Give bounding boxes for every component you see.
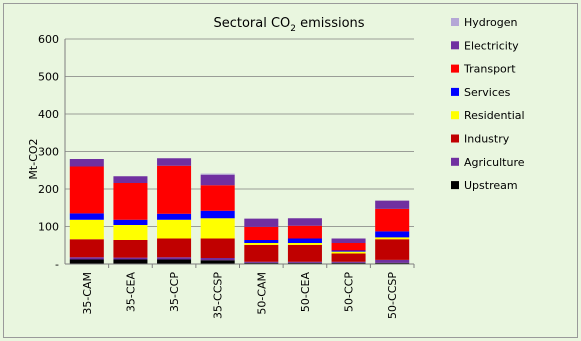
x-tick-labels: 35-CAM 35-CEA 35-CCP 35-CCSP 50-CAM 50-CEA 50-… xyxy=(81,272,399,319)
bar-residential-35-ccp xyxy=(157,219,192,239)
bar-residential-35-cam xyxy=(69,219,104,240)
bar-upstream-35-cea xyxy=(113,259,148,264)
legend-label-industry: Industry xyxy=(464,133,510,146)
bar-industry-35-cam xyxy=(69,239,104,258)
bar-upstream-50-cam xyxy=(244,262,279,264)
y-tick-label: - xyxy=(55,258,59,271)
bar-services-35-cea xyxy=(113,219,148,225)
bar-residential-35-ccsp xyxy=(200,218,235,239)
legend-label-electricity: Electricity xyxy=(464,39,519,52)
bar-services-35-ccp xyxy=(157,213,192,220)
x-tick-label: 35-CCP xyxy=(168,272,181,312)
bar-residential-50-cea xyxy=(287,243,322,245)
legend-label-upstream: Upstream xyxy=(464,179,518,192)
bar-agriculture-35-cam xyxy=(69,257,104,260)
bar-industry-35-cea xyxy=(113,240,148,258)
bar-upstream-35-ccp xyxy=(157,259,192,264)
legend-swatch-industry xyxy=(451,134,459,143)
bar-industry-50-ccsp xyxy=(375,239,410,260)
sectoral-emissions-chart: Sectoral CO2 emissions Mt-CO2 - 100 200 300… xyxy=(27,16,525,319)
bar-services-50-ccp xyxy=(331,250,366,252)
bar-agriculture-35-cea xyxy=(113,257,148,260)
bar-agriculture-35-ccsp xyxy=(200,258,235,261)
y-tick-label: 200 xyxy=(38,183,59,196)
bar-upstream-50-ccsp xyxy=(375,262,410,264)
bar-industry-35-ccp xyxy=(157,238,192,258)
bar-transport-50-ccsp xyxy=(375,208,410,232)
legend: Hydrogen Electricity Transport Services Resi… xyxy=(451,16,525,192)
y-tick-label: 400 xyxy=(38,108,59,121)
bar-transport-35-ccp xyxy=(157,165,192,214)
legend-label-hydrogen: Hydrogen xyxy=(464,16,518,29)
bar-transport-50-cea xyxy=(287,225,322,239)
bar-hydrogen-35-ccsp xyxy=(200,173,235,175)
legend-label-transport: Transport xyxy=(463,63,516,76)
bar-services-50-cam xyxy=(244,240,279,243)
legend-swatch-residential xyxy=(451,111,459,120)
bar-electricity-35-ccp xyxy=(157,158,192,166)
bar-services-50-cea xyxy=(287,238,322,243)
bar-transport-50-cam xyxy=(244,226,279,240)
chart-title: Sectoral CO2 emissions xyxy=(213,16,364,34)
legend-swatch-services xyxy=(451,87,459,96)
bar-transport-35-cea xyxy=(113,183,148,220)
bar-services-35-cam xyxy=(69,213,104,220)
chart-frame: Sectoral CO2 emissions Mt-CO2 - 100 200 300… xyxy=(3,3,578,338)
bar-electricity-35-cam xyxy=(69,159,104,167)
bar-upstream-50-ccp xyxy=(331,262,366,264)
x-tick-label: 35-CEA xyxy=(124,272,137,313)
bar-industry-50-ccp xyxy=(331,253,366,262)
bar-electricity-50-ccp xyxy=(331,238,366,243)
legend-label-residential: Residential xyxy=(464,109,525,122)
bar-agriculture-35-ccp xyxy=(157,257,192,260)
x-tick-label: 35-CCSP xyxy=(212,272,225,319)
bar-transport-50-ccp xyxy=(331,243,366,251)
bar-electricity-50-ccsp xyxy=(375,200,410,209)
y-tick-label: 300 xyxy=(38,146,59,159)
bar-electricity-50-cea xyxy=(287,218,322,226)
legend-label-agriculture: Agriculture xyxy=(464,156,525,169)
legend-swatch-transport xyxy=(451,64,459,73)
axes xyxy=(64,39,415,268)
y-axis-label: Mt-CO2 xyxy=(27,138,40,179)
bar-residential-50-ccp xyxy=(331,251,366,254)
x-tick-label: 50-CCP xyxy=(343,272,356,312)
bar-services-35-ccsp xyxy=(200,210,235,219)
y-tick-label: 100 xyxy=(38,221,59,234)
y-tick-labels: - 100 200 300 400 500 600 xyxy=(38,33,59,271)
bar-services-50-ccsp xyxy=(375,231,410,238)
bar-residential-50-ccsp xyxy=(375,237,410,240)
legend-swatch-agriculture xyxy=(451,157,459,166)
bar-upstream-35-ccsp xyxy=(200,260,235,264)
legend-label-services: Services xyxy=(464,86,511,99)
x-tick-label: 50-CEA xyxy=(299,272,312,313)
bar-upstream-50-cea xyxy=(287,262,322,264)
legend-swatch-electricity xyxy=(451,41,459,50)
bar-agriculture-50-ccp xyxy=(331,261,366,263)
bar-electricity-35-cea xyxy=(113,176,148,183)
bar-upstream-35-cam xyxy=(69,259,104,264)
bar-electricity-35-ccsp xyxy=(200,174,235,186)
bar-industry-50-cam xyxy=(244,244,279,262)
bar-transport-35-cam xyxy=(69,166,104,214)
x-tick-label: 35-CAM xyxy=(81,272,94,315)
grid-lines xyxy=(65,38,414,227)
bar-residential-50-cam xyxy=(244,243,279,245)
legend-swatch-hydrogen xyxy=(451,18,459,26)
bar-agriculture-50-cam xyxy=(244,261,279,263)
bar-industry-50-cea xyxy=(287,244,322,262)
y-tick-label: 500 xyxy=(38,71,59,84)
bar-electricity-50-cam xyxy=(244,218,279,227)
bar-residential-35-cea xyxy=(113,225,148,240)
legend-swatch-upstream xyxy=(451,181,459,190)
bar-agriculture-50-ccsp xyxy=(375,259,410,263)
y-tick-label: 600 xyxy=(38,33,59,46)
bar-transport-35-ccsp xyxy=(200,185,235,211)
bar-industry-35-ccsp xyxy=(200,238,235,258)
x-tick-label: 50-CAM xyxy=(255,272,268,315)
bars xyxy=(69,158,410,264)
bar-agriculture-50-cea xyxy=(287,261,322,263)
x-tick-label: 50-CCSP xyxy=(386,272,399,319)
